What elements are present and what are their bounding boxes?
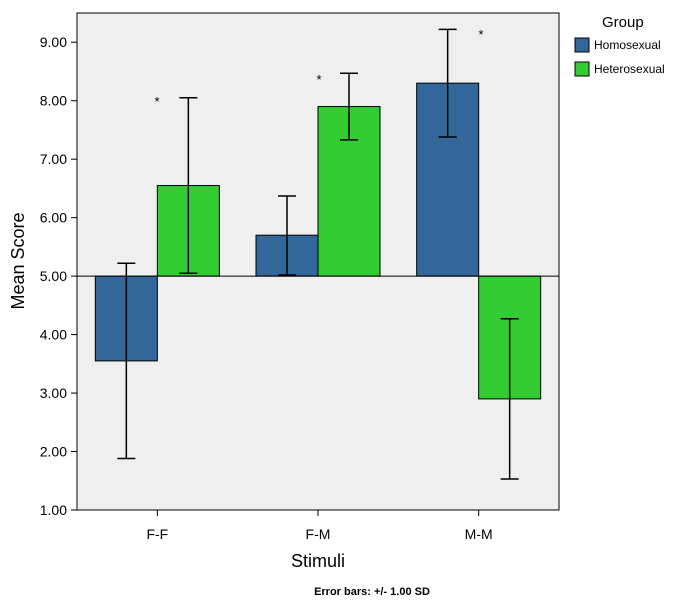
significance-mark: *: [478, 27, 483, 42]
y-tick-label: 5.00: [40, 268, 67, 284]
y-tick-label: 8.00: [40, 93, 67, 109]
y-axis-title: Mean Score: [8, 212, 28, 309]
x-tick-label: F-F: [146, 526, 168, 542]
y-tick-label: 2.00: [40, 444, 67, 460]
legend-swatch-heterosexual: [574, 61, 590, 77]
legend-label-heterosexual: Heterosexual: [594, 62, 665, 76]
y-tick-label: 6.00: [40, 210, 67, 226]
y-tick-label: 3.00: [40, 385, 67, 401]
x-tick-label: M-M: [465, 526, 493, 542]
y-tick-label: 1.00: [40, 502, 67, 518]
x-axis-title: Stimuli: [291, 551, 345, 571]
y-tick-label: 7.00: [40, 151, 67, 167]
significance-mark: *: [316, 72, 321, 87]
legend: Homosexual Heterosexual: [574, 37, 665, 77]
y-tick-label: 9.00: [40, 34, 67, 50]
legend-swatch-homosexual: [574, 37, 590, 53]
significance-mark: *: [154, 94, 159, 109]
x-tick-label: F-M: [306, 526, 331, 542]
legend-label-homosexual: Homosexual: [594, 38, 661, 52]
y-tick-label: 4.00: [40, 327, 67, 343]
legend-title: Group: [602, 14, 644, 31]
error-bar-footnote: Error bars: +/- 1.00 SD: [314, 586, 430, 598]
